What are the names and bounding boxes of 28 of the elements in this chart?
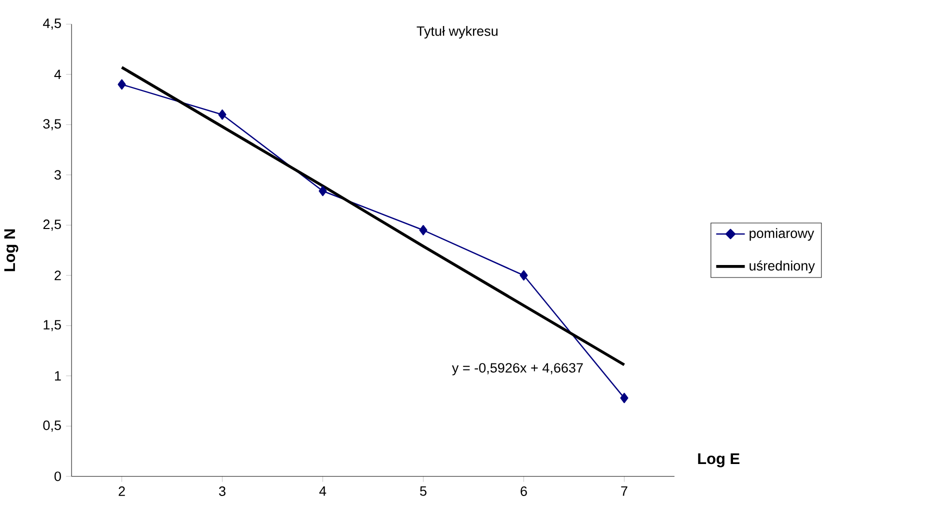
x-axis-title: Log E — [698, 453, 740, 468]
x-tick-label: 7 — [621, 486, 628, 496]
point — [419, 225, 428, 236]
x-tick-label: 6 — [520, 486, 527, 496]
x-tick-label: 4 — [319, 486, 326, 496]
point — [118, 79, 126, 90]
x-tick-label: 2 — [118, 486, 125, 496]
y-axis-title: Log N — [4, 229, 18, 272]
chart-title: Tytuł wykresu — [416, 26, 498, 39]
y-tick-label: 2,5 — [43, 220, 61, 231]
point — [520, 270, 528, 281]
point — [318, 186, 327, 196]
x-tick-label: 5 — [420, 486, 426, 496]
y-tick-label: 4 — [54, 70, 62, 80]
legend-label: pomiarowy — [750, 228, 814, 241]
y-tick-label: 3 — [54, 170, 61, 180]
y-tick-label: 0,5 — [43, 420, 61, 432]
y-tick-label: 1,5 — [44, 320, 61, 332]
y-tick-label: 4,5 — [43, 18, 61, 30]
annotation: y = -0,5926x + 4,6637 — [452, 363, 583, 376]
y-tick-label: 1 — [55, 371, 61, 381]
y-tick-label: 3,5 — [43, 119, 61, 130]
y-tick-label: 2 — [54, 270, 61, 280]
point — [218, 109, 226, 120]
point — [620, 392, 628, 404]
y-tick-label: 0 — [54, 472, 61, 482]
x-tick-label: 3 — [219, 486, 226, 496]
legend-label: uśredniony — [750, 260, 815, 274]
